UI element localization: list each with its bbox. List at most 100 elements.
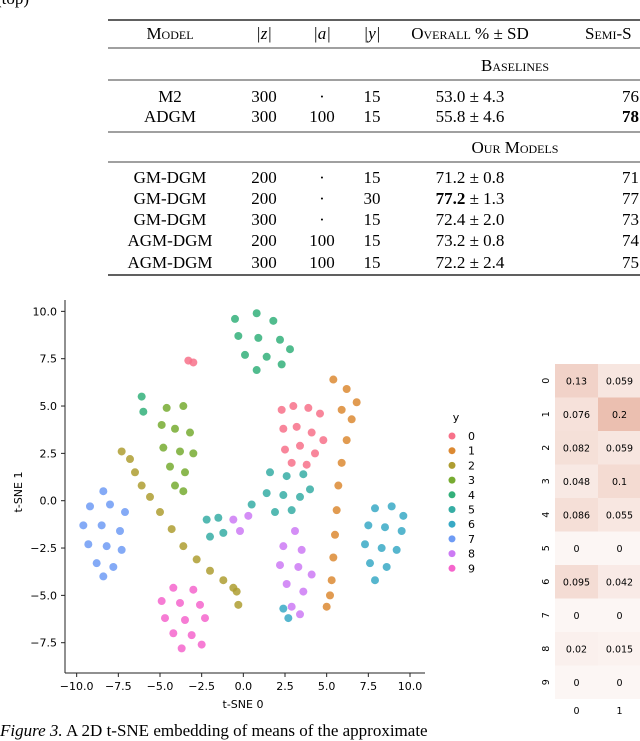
point	[329, 375, 338, 384]
table-cell: 15	[364, 107, 381, 126]
legend-label: 0	[468, 430, 475, 443]
legend-marker	[448, 506, 456, 513]
y-category-label: 0	[541, 378, 552, 384]
point	[287, 602, 296, 611]
legend-marker	[448, 491, 456, 499]
column-header: |z|	[256, 24, 272, 43]
legend-marker	[448, 461, 456, 469]
cell-value: 0.082	[563, 443, 590, 454]
point	[157, 420, 166, 429]
table-cell: 71	[622, 168, 639, 187]
cell-value: 0	[616, 544, 622, 555]
point	[159, 443, 168, 452]
section-title: Baselines	[481, 56, 549, 75]
heatmap-cell	[598, 632, 640, 666]
heatmap-cell	[555, 397, 598, 431]
table-cell: AGM-DGM	[128, 231, 213, 250]
column-header: Model	[146, 24, 193, 43]
y-category-label: 4	[541, 512, 552, 518]
point	[332, 506, 341, 515]
point	[392, 545, 401, 554]
point	[334, 481, 343, 490]
point	[286, 345, 294, 354]
point	[202, 515, 211, 524]
heatmap-cell	[555, 665, 598, 699]
point	[277, 360, 286, 369]
point	[296, 610, 304, 619]
table-cell: 72.4 ± 2.0	[436, 210, 505, 229]
cell-value: 0.048	[563, 477, 590, 488]
heatmap-cell	[555, 565, 598, 599]
point	[387, 502, 396, 511]
cell-value: 0.086	[563, 510, 590, 521]
point	[282, 580, 291, 589]
point	[181, 468, 189, 477]
x-tick-label: 5.0	[318, 680, 336, 693]
point	[371, 576, 379, 585]
point	[254, 333, 263, 342]
heatmap-cell	[598, 431, 640, 465]
point	[231, 314, 239, 323]
cell-value: 0.015	[606, 644, 633, 655]
table-cell: 76	[622, 87, 639, 106]
point	[279, 424, 288, 433]
x-tick-label: −10.0	[60, 680, 94, 693]
cell-value: 0	[573, 544, 579, 555]
point	[171, 481, 179, 490]
legend-marker	[448, 447, 456, 455]
point	[397, 526, 406, 535]
y-category-label: 8	[541, 646, 552, 652]
point	[117, 545, 126, 554]
legend-marker	[448, 550, 456, 558]
point	[299, 587, 308, 596]
cell-value: 0	[616, 678, 622, 689]
y-tick-label: 7.5	[40, 353, 58, 366]
table-cell: 78	[622, 107, 639, 126]
point	[291, 526, 299, 535]
table-cell: ·	[319, 189, 325, 208]
heatmap-cell	[555, 464, 598, 498]
point	[281, 445, 289, 454]
point	[179, 402, 188, 411]
caption: Figure 3. A 2D t-SNE embedding of means …	[0, 721, 428, 740]
point	[262, 352, 271, 361]
point	[244, 511, 253, 520]
table-cell: AGM-DGM	[128, 253, 213, 272]
point	[117, 447, 126, 456]
point	[364, 521, 373, 530]
cell-value: 0.076	[563, 410, 590, 421]
header-fragment: (top)	[0, 0, 29, 8]
point	[106, 500, 114, 509]
point	[166, 462, 174, 471]
point	[352, 398, 361, 407]
cell-value: 0.059	[606, 443, 633, 454]
legend-marker	[448, 476, 456, 484]
legend-label: 4	[468, 489, 475, 502]
y-tick-label: 0.0	[40, 495, 58, 508]
table-cell: 77.2 ± 1.3	[436, 189, 505, 208]
table-cell: 15	[364, 87, 381, 106]
point	[252, 309, 261, 318]
legend-marker	[448, 564, 456, 572]
point	[271, 508, 279, 517]
x-tick-label: −2.5	[188, 680, 215, 693]
point	[167, 525, 176, 534]
y-category-label: 5	[541, 545, 552, 551]
cell-value: 0.1	[612, 477, 627, 488]
point	[197, 640, 206, 649]
point	[247, 500, 256, 509]
point	[381, 523, 389, 532]
point	[307, 428, 316, 437]
y-category-label: 9	[541, 679, 552, 685]
table-cell: 100	[309, 253, 335, 272]
cell-value: 0	[573, 611, 579, 622]
point	[131, 468, 139, 477]
point	[137, 392, 146, 401]
point	[331, 530, 339, 539]
heatmap-cell	[555, 598, 598, 632]
table-cell: ·	[319, 87, 325, 106]
point	[157, 597, 166, 606]
heatmap-cell	[598, 498, 640, 532]
point	[109, 562, 118, 571]
